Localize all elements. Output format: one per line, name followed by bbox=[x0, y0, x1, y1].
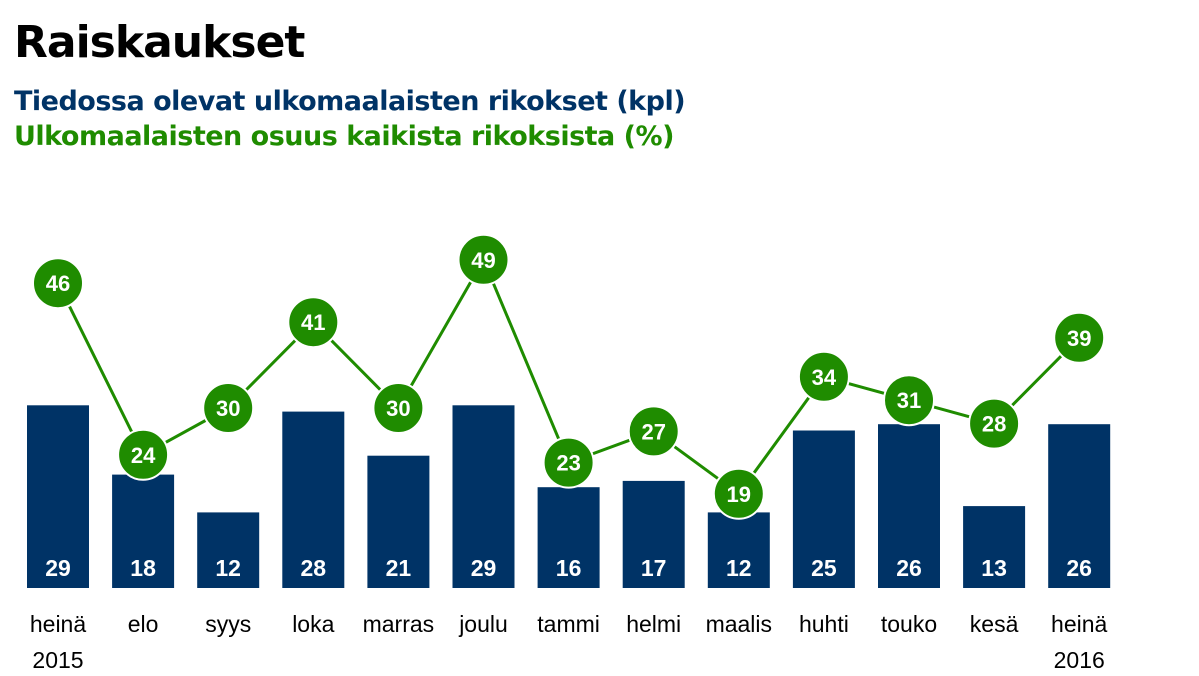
bar-value-label: 16 bbox=[556, 555, 582, 581]
legend-bars-label: Tiedossa olevat ulkomaalaisten rikokset … bbox=[14, 86, 686, 117]
bar-value-label: 25 bbox=[811, 555, 837, 581]
line-point bbox=[627, 405, 680, 458]
bar-value-label: 21 bbox=[386, 555, 412, 581]
x-tick-label: kesä bbox=[970, 611, 1019, 637]
bar-value-label: 12 bbox=[215, 555, 241, 581]
point-value-label: 39 bbox=[1067, 326, 1091, 351]
bar-value-label: 13 bbox=[981, 555, 1007, 581]
point-value-label: 41 bbox=[301, 310, 325, 335]
x-tick-label: heinä bbox=[30, 611, 86, 637]
x-tick-label: helmi bbox=[626, 611, 681, 637]
x-tick-label: loka bbox=[292, 611, 334, 637]
bar bbox=[1048, 424, 1111, 588]
bar-value-label: 26 bbox=[896, 555, 922, 581]
point-value-label: 49 bbox=[471, 248, 495, 273]
x-tick-label: 2016 bbox=[1054, 647, 1105, 673]
bar-value-label: 28 bbox=[301, 555, 327, 581]
bar-value-label: 26 bbox=[1066, 555, 1092, 581]
bar bbox=[878, 424, 940, 588]
bar-value-label: 29 bbox=[45, 555, 71, 581]
point-value-label: 27 bbox=[641, 419, 665, 444]
x-tick-label: syys bbox=[205, 611, 251, 637]
line-point bbox=[968, 397, 1021, 450]
point-value-label: 30 bbox=[216, 396, 240, 421]
line-points: 46 24 30 41 30 49 23 27 19 34 31 28 39 bbox=[32, 233, 1106, 520]
point-value-label: 31 bbox=[897, 388, 921, 413]
x-tick-label: touko bbox=[881, 611, 937, 637]
x-tick-label: joulu bbox=[458, 611, 508, 637]
bar bbox=[282, 411, 345, 588]
bar-value-label: 12 bbox=[726, 555, 752, 581]
bar bbox=[452, 405, 515, 588]
x-tick-label: elo bbox=[128, 611, 159, 637]
point-value-label: 19 bbox=[727, 482, 751, 507]
x-tick-label: 2015 bbox=[32, 647, 83, 673]
x-tick-label: tammi bbox=[537, 611, 600, 637]
chart-title: Raiskaukset bbox=[14, 17, 305, 68]
bar-series: 29 18 12 28 21 29 16 17 12 25 26 13 26 bbox=[27, 405, 1111, 588]
point-value-label: 28 bbox=[982, 412, 1006, 437]
line-point bbox=[1053, 311, 1106, 364]
point-value-label: 23 bbox=[556, 451, 580, 476]
bar bbox=[622, 480, 685, 588]
bar bbox=[537, 487, 600, 588]
line-point bbox=[542, 436, 595, 489]
line-point bbox=[372, 382, 425, 434]
x-axis-labels: heinä 2015 elo syys loka marras joulu tammi helm… bbox=[30, 611, 1108, 673]
bar bbox=[963, 506, 1026, 588]
point-value-label: 24 bbox=[131, 443, 156, 468]
line-point bbox=[883, 374, 935, 427]
line-point bbox=[32, 257, 84, 310]
point-value-label: 30 bbox=[386, 396, 410, 421]
point-value-label: 46 bbox=[46, 271, 70, 296]
bar bbox=[707, 512, 770, 588]
x-tick-label: heinä bbox=[1051, 611, 1107, 637]
legend-line-label: Ulkomaalaisten osuus kaikista rikoksista… bbox=[14, 121, 674, 152]
line-point bbox=[117, 428, 170, 481]
line-point bbox=[797, 350, 850, 403]
bar bbox=[792, 430, 855, 588]
line-point bbox=[202, 382, 255, 434]
line-point bbox=[712, 467, 765, 520]
line-point bbox=[287, 296, 340, 349]
x-tick-label: huhti bbox=[799, 611, 849, 637]
bar-value-label: 18 bbox=[130, 555, 156, 581]
x-tick-label: marras bbox=[363, 611, 435, 637]
bar bbox=[112, 474, 175, 588]
line-point bbox=[457, 233, 510, 286]
bar-value-label: 17 bbox=[641, 555, 667, 581]
bar bbox=[27, 405, 89, 588]
bar bbox=[197, 512, 260, 588]
bar-value-label: 29 bbox=[471, 555, 497, 581]
bar bbox=[367, 455, 430, 588]
point-value-label: 34 bbox=[812, 365, 837, 390]
x-tick-label: maalis bbox=[706, 611, 772, 637]
